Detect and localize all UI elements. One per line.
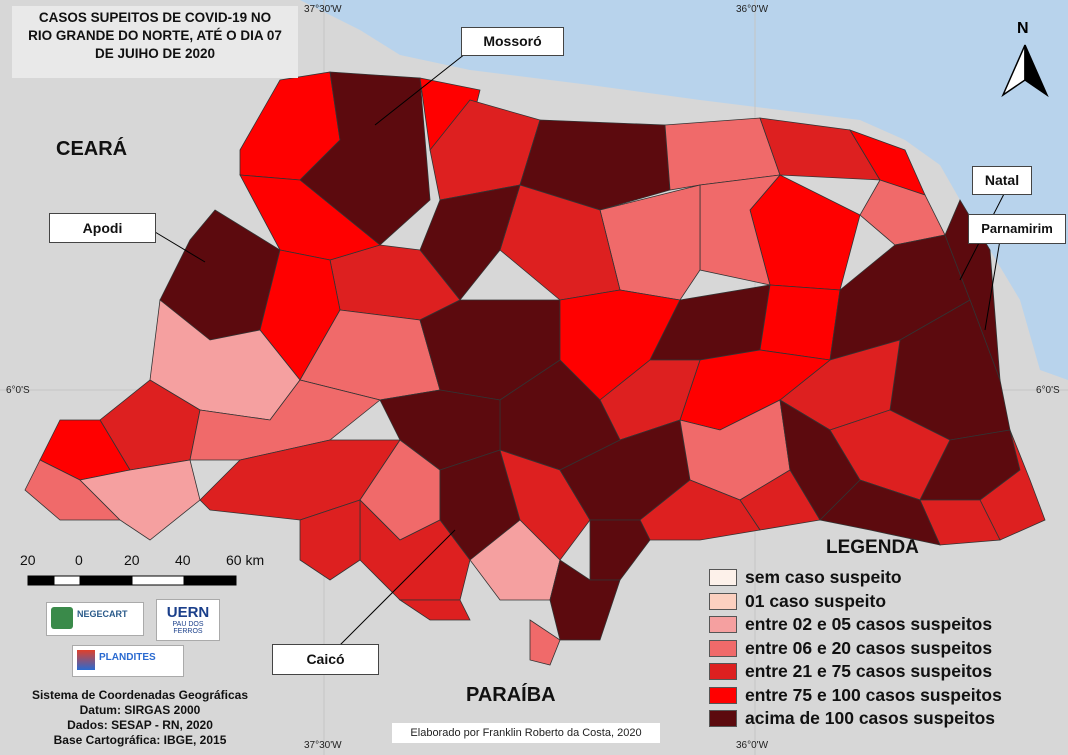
legend-swatch [709,592,737,610]
legend-item: entre 06 e 20 casos suspeitos [709,637,1002,661]
legend-item: entre 21 e 75 casos suspeitos [709,660,1002,684]
plandites-text: PLANDITES [99,652,156,663]
legend-item: entre 75 e 100 casos suspeitos [709,684,1002,708]
legend-label: entre 21 e 75 casos suspeitos [745,661,993,682]
north-arrow-icon [1001,44,1049,98]
coord-top-east: 36°0'W [736,4,769,15]
municipality [299,499,361,581]
legend-swatch [709,663,737,681]
credits-line2: Datum: SIRGAS 2000 [79,703,201,717]
region-ceara: CEARÁ [56,138,128,160]
municipality [819,479,941,546]
label-parnamirim: Parnamirim [968,214,1066,244]
legend-label: 01 caso suspeito [745,590,887,611]
legend-swatch [709,569,737,587]
legend-label: entre 75 e 100 casos suspeitos [745,684,1002,705]
legend-label: sem caso suspeito [745,567,902,588]
label-caico: Caicó [272,644,379,675]
scale-label-3: 40 [175,552,191,568]
map-title-line3: DE JUIHO DE 2020 [94,46,216,61]
label-natal: Natal [972,166,1032,195]
municipality [24,459,121,521]
scale-bar [27,575,237,586]
credits-line3: Dados: SESAP - RN, 2020 [67,718,213,732]
uern-sub: PAU DOS FERROS [172,621,204,635]
municipality [359,499,471,601]
legend-item: 01 caso suspeito [709,590,1002,614]
legend-label: entre 06 e 20 casos suspeitos [745,637,993,658]
legend-item: entre 02 e 05 casos suspeitos [709,613,1002,637]
credits-line4: Base Cartográfica: IBGE, 2015 [53,733,227,747]
negecart-text: NEGECART [77,609,128,619]
municipality [189,379,381,461]
municipality [529,619,561,666]
legend-title: LEGENDA [826,537,919,558]
municipality [759,284,841,361]
legend-label: acima de 100 casos suspeitos [745,708,995,729]
sea-area [300,0,1068,380]
scale-label-4: 60 km [226,552,265,568]
municipality [419,184,521,301]
label-apodi: Apodi [49,213,156,243]
legend-swatch [709,616,737,634]
legend-item: acima de 100 casos suspeitos [709,707,1002,731]
municipality [859,179,946,246]
map-title-line2: RIO GRANDE DO NORTE, ATÉ O DIA 07 [28,28,282,43]
scale-label-0: 20 [20,552,36,568]
label-leaders [154,49,1006,646]
negecart-logo: NEGECART [46,602,144,636]
legend: sem caso suspeito 01 caso suspeito entre… [709,566,1002,731]
tree-icon [51,607,73,629]
credits-line1: Sistema de Coordenadas Geográficas [31,688,249,702]
author-credit: Elaborado por Franklin Roberto da Costa,… [392,723,660,743]
coord-left-lat: 6°0'S [6,385,30,396]
map-title: CASOS SUPEITOS DE COVID-19 NO RIO GRANDE… [12,6,298,78]
north-label: N [1017,20,1029,37]
label-mossoro: Mossoró [461,27,564,56]
uern-logo: UERN PAU DOS FERROS [156,599,220,641]
legend-swatch [709,639,737,657]
coord-top-west: 37°30'W [304,4,342,15]
region-paraiba: PARAÍBA [466,684,556,706]
municipality [398,599,471,621]
municipality [239,174,381,261]
legend-label: entre 02 e 05 casos suspeitos [745,614,993,635]
scale-label-2: 20 [124,552,140,568]
plandites-icon [77,650,95,670]
map-title-line1: CASOS SUPEITOS DE COVID-19 NO [38,10,272,25]
legend-swatch [709,710,737,728]
scale-label-1: 0 [75,552,83,568]
municipality [499,449,591,561]
coord-bottom-west: 37°30'W [304,740,342,751]
legend-swatch [709,686,737,704]
rio-grande-do-norte-map [24,71,1046,666]
municipality [519,119,671,211]
legend-item: sem caso suspeito [709,566,1002,590]
plandites-logo: PLANDITES [72,645,184,677]
municipality [944,199,1001,381]
municipality [589,519,651,581]
coord-bottom-east: 36°0'W [736,740,769,751]
coord-right-lat: 6°0'S [1036,385,1060,396]
credits: Sistema de Coordenadas Geográficas Datum… [10,688,270,748]
uern-text: UERN [166,604,210,621]
